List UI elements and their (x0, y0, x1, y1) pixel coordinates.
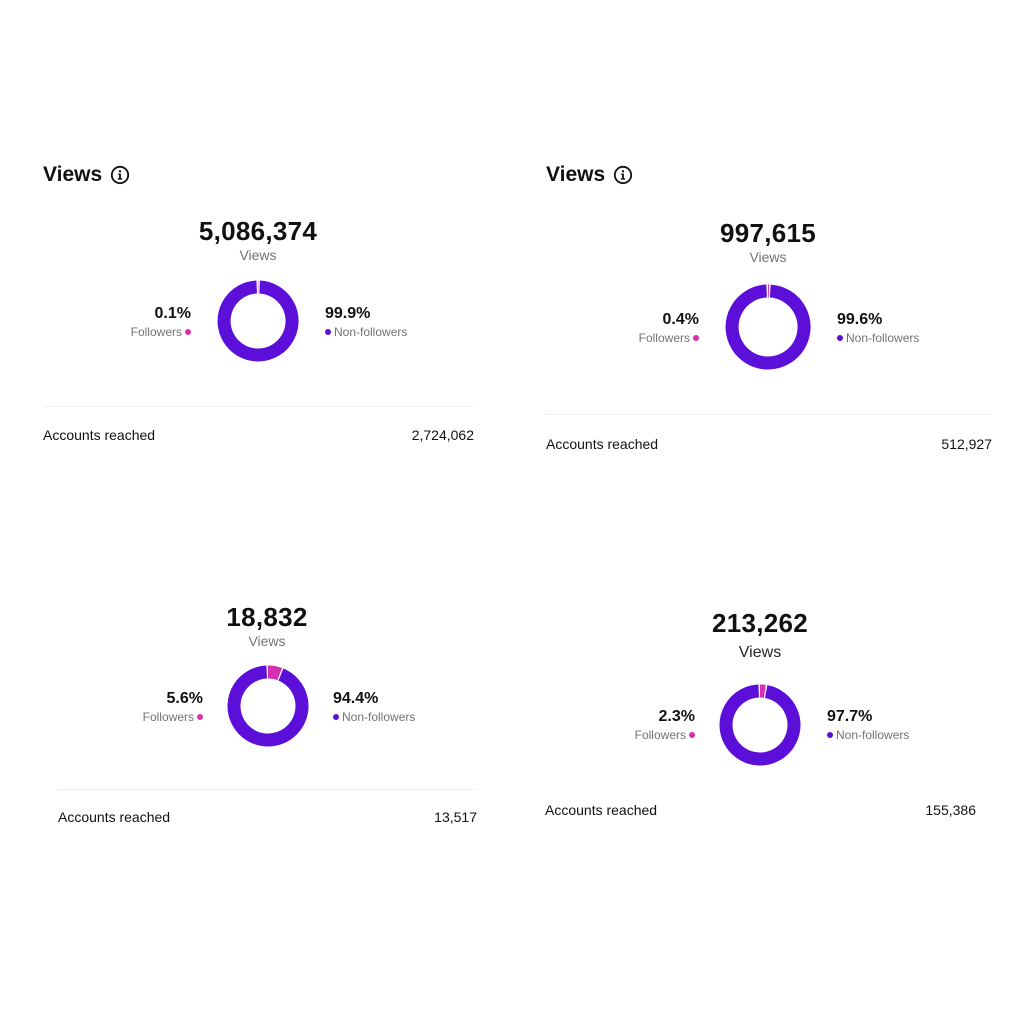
audience-donut-chart (713, 678, 807, 772)
followers-percentage: 2.3% (658, 708, 695, 725)
accounts-reached-value: 2,724,062 (411, 427, 474, 443)
non-followers-percentage: 94.4% (333, 690, 379, 707)
non-followers-percentage: 99.6% (837, 311, 883, 328)
views-total: 18,832 Views (157, 602, 377, 650)
non-followers-percentage: 99.9% (325, 305, 371, 322)
info-circle-icon[interactable] (613, 165, 633, 185)
followers-stat: 0.1% Followers (131, 304, 191, 342)
views-total-value: 18,832 (226, 602, 308, 632)
followers-stat: 5.6% Followers (143, 689, 203, 727)
accounts-reached-row: Accounts reached 155,386 (545, 802, 976, 818)
followers-legend: Followers (639, 329, 699, 348)
audience-donut-chart (211, 274, 305, 368)
non-followers-dot-icon (837, 334, 843, 341)
divider (58, 789, 477, 790)
donut-svg (719, 684, 801, 766)
non-followers-stat: 99.9% Non-followers (325, 304, 407, 342)
non-followers-slice (719, 684, 801, 766)
accounts-reached-label: Accounts reached (545, 802, 658, 818)
accounts-reached-row: Accounts reached 2,724,062 (43, 427, 474, 443)
non-followers-stat: 94.4% Non-followers (333, 689, 415, 727)
followers-label: Followers (634, 728, 686, 742)
views-header-2: Views (546, 163, 633, 187)
views-total: 213,262 Views (650, 608, 870, 662)
non-followers-slice (227, 665, 309, 747)
followers-dot-icon (689, 731, 695, 738)
views-total-label: Views (248, 633, 286, 649)
views-total-value: 5,086,374 (198, 216, 318, 246)
audience-donut-chart (221, 659, 315, 753)
followers-dot-icon (197, 713, 203, 720)
accounts-reached-value: 512,927 (941, 436, 992, 452)
accounts-reached-value: 13,517 (434, 809, 477, 825)
divider (546, 414, 992, 415)
views-total-label: Views (239, 247, 277, 263)
non-followers-dot-icon (827, 731, 833, 738)
followers-label: Followers (142, 710, 194, 724)
accounts-reached-label: Accounts reached (43, 427, 156, 443)
donut-svg (217, 280, 299, 362)
section-title: Views (43, 163, 103, 186)
non-followers-legend: Non-followers (333, 708, 415, 727)
non-followers-label: Non-followers (334, 325, 408, 339)
views-total-value: 213,262 (711, 608, 809, 638)
donut-svg (725, 284, 811, 370)
non-followers-slice (725, 284, 811, 370)
followers-legend: Followers (143, 708, 203, 727)
info-circle-icon[interactable] (110, 165, 130, 185)
non-followers-label: Non-followers (846, 331, 920, 345)
followers-stat: 0.4% Followers (639, 310, 699, 348)
followers-slice (267, 665, 282, 681)
non-followers-legend: Non-followers (837, 329, 919, 348)
accounts-reached-row: Accounts reached 512,927 (546, 436, 992, 452)
followers-legend: Followers (635, 726, 695, 745)
non-followers-slice (217, 280, 299, 362)
donut-svg (227, 665, 309, 747)
followers-stat: 2.3% Followers (635, 707, 695, 745)
followers-percentage: 0.1% (154, 305, 191, 322)
accounts-reached-row: Accounts reached 13,517 (58, 809, 477, 825)
divider (43, 406, 474, 407)
followers-legend: Followers (131, 323, 191, 342)
accounts-reached-label: Accounts reached (58, 809, 171, 825)
audience-donut-chart (719, 278, 817, 376)
non-followers-percentage: 97.7% (827, 708, 873, 725)
non-followers-label: Non-followers (342, 710, 416, 724)
non-followers-stat: 97.7% Non-followers (827, 707, 909, 745)
non-followers-legend: Non-followers (827, 726, 909, 745)
accounts-reached-label: Accounts reached (546, 436, 659, 452)
views-total-label: Views (749, 249, 787, 265)
views-header-1: Views (43, 163, 130, 187)
non-followers-stat: 99.6% Non-followers (837, 310, 919, 348)
followers-percentage: 5.6% (166, 690, 203, 707)
views-total-value: 997,615 (719, 218, 817, 248)
section-title: Views (546, 163, 606, 186)
followers-label: Followers (638, 331, 690, 345)
followers-dot-icon (185, 328, 191, 335)
accounts-reached-value: 155,386 (925, 802, 976, 818)
views-total: 997,615 Views (658, 218, 878, 266)
non-followers-dot-icon (333, 713, 339, 720)
non-followers-legend: Non-followers (325, 323, 407, 342)
non-followers-label: Non-followers (836, 728, 910, 742)
followers-percentage: 0.4% (662, 311, 699, 328)
non-followers-dot-icon (325, 328, 331, 335)
followers-label: Followers (130, 325, 182, 339)
views-total: 5,086,374 Views (148, 216, 368, 264)
followers-dot-icon (693, 334, 699, 341)
views-total-label: Views (738, 644, 782, 661)
